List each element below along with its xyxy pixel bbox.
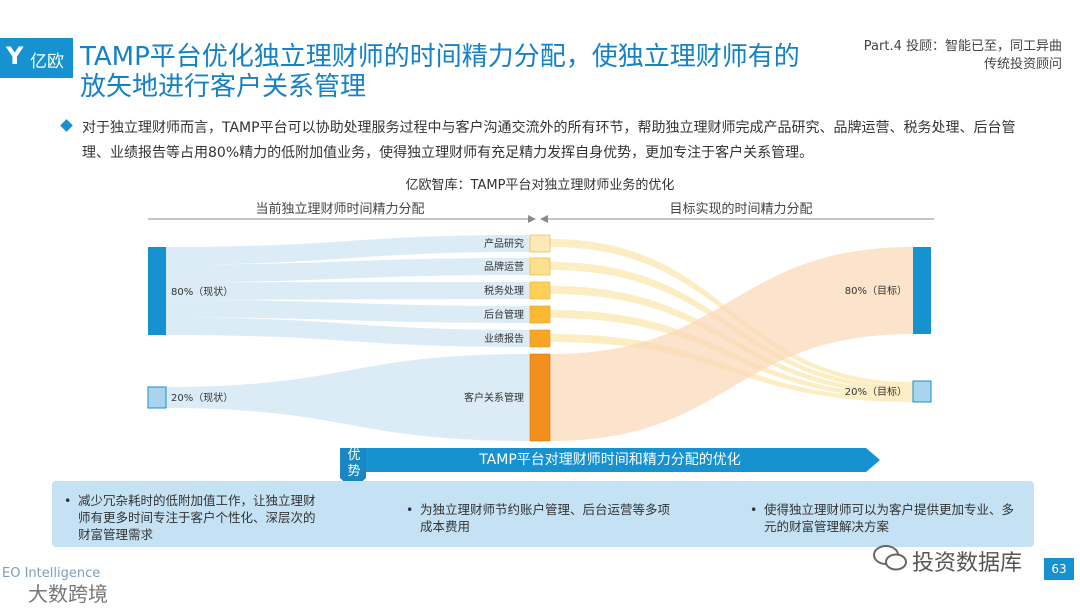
node-backoffice: [529, 305, 551, 324]
advantage-box: [52, 481, 1034, 547]
advantage-tag: 优势: [347, 448, 361, 479]
logo-text: 亿欧: [30, 52, 64, 72]
node-product-research: [529, 234, 551, 253]
advantage-banner-text: TAMP平台对理财师时间和精力分配的优化: [479, 452, 741, 468]
middle-nodes: [529, 234, 551, 442]
left-node-20-label: 20%（现状）: [171, 391, 233, 404]
advantage-item-2: • 为独立理财师节约账户管理、后台运营等多项成本费用: [406, 501, 682, 535]
flow-left-3: [166, 282, 530, 300]
right-node-20-label: 20%（目标）: [845, 386, 907, 398]
left-arrowhead-icon: [528, 215, 536, 223]
flow-left-4: [166, 299, 530, 323]
watermark-right: 投资数据库: [912, 551, 1023, 576]
left-section-label: 当前独立理财师时间精力分配: [255, 202, 425, 217]
flow-left-5: [166, 317, 530, 347]
bullet-dot-icon: •: [64, 493, 72, 508]
part-sublabel: 传统投资顾问: [983, 57, 1062, 72]
flow-left-1: [166, 235, 530, 265]
advantage-item-1: • 减少冗杂耗时的低附加值工作，让独立理财师有更多时间专注于客户个性化、深层次的财…: [64, 492, 326, 543]
right-arrowhead-icon: [540, 215, 548, 223]
advantage-banner-arrow: [340, 448, 880, 472]
node-performance-report: [529, 329, 551, 348]
left-node-20: [147, 386, 167, 409]
page-number: 63: [1044, 558, 1074, 580]
advantage-item-3: • 使得独立理财师可以为客户提供更加专业、多元的财富管理解决方案: [750, 501, 1026, 535]
mid-label-1: 产品研究: [484, 237, 524, 250]
wechat-icon: [873, 545, 907, 571]
right-node-80-label: 80%（目标）: [845, 285, 907, 297]
mid-label-3: 税务处理: [484, 284, 524, 297]
flow-left-2: [166, 258, 530, 283]
left-flows: [166, 235, 530, 441]
flow-right-6: [550, 247, 913, 441]
node-tax-processing: [529, 281, 551, 300]
watermark-left: 大数跨境: [28, 582, 108, 606]
yiou-logo: Y 亿欧: [0, 38, 73, 78]
advantage-item-2-text: 为独立理财师节约账户管理、后台运营等多项成本费用: [420, 502, 671, 534]
node-client-relationship: [529, 353, 551, 442]
left-node-80: [148, 247, 166, 335]
advantage-item-1-text: 减少冗杂耗时的低附加值工作，让独立理财师有更多时间专注于客户个性化、深层次的财富…: [78, 493, 316, 542]
right-node-80: [913, 247, 931, 334]
flow-left-6: [166, 354, 530, 441]
node-brand-operation: [529, 257, 551, 276]
advantage-item-3-text: 使得独立理财师可以为客户提供更加专业、多元的财富管理解决方案: [764, 502, 1015, 534]
advantage-tag-shape: [340, 448, 366, 490]
mid-label-5: 业绩报告: [484, 332, 524, 345]
mid-label-4: 后台管理: [484, 308, 524, 321]
part-label: Part.4 投顾：智能已至，同工异曲: [863, 39, 1062, 54]
right-node-20: [912, 380, 932, 403]
right-flows: [550, 239, 913, 441]
footer-eo-intelligence: EO Intelligence: [2, 566, 101, 581]
bullet-dot-icon: •: [750, 502, 758, 517]
bullet-dot-icon: •: [406, 502, 414, 517]
left-node-80-label: 80%（现状）: [171, 285, 233, 298]
section-header: Part.4 投顾：智能已至，同工异曲 传统投资顾问: [864, 38, 1062, 74]
chart-title: 亿欧智库：TAMP平台对独立理财师业务的优化: [405, 178, 675, 193]
mid-label-2: 品牌运营: [484, 260, 524, 273]
right-section-label: 目标实现的时间精力分配: [669, 202, 813, 217]
logo-mark-icon: Y: [6, 42, 24, 70]
bullet-text: 对于独立理财师而言，TAMP平台可以协助处理服务过程中与客户沟通交流外的所有环节…: [82, 120, 1016, 161]
mid-label-6: 客户关系管理: [464, 391, 524, 404]
page-title: TAMP平台优化独立理财师的时间精力分配，使独立理财师有的放矢地进行客户关系管理: [80, 42, 800, 102]
